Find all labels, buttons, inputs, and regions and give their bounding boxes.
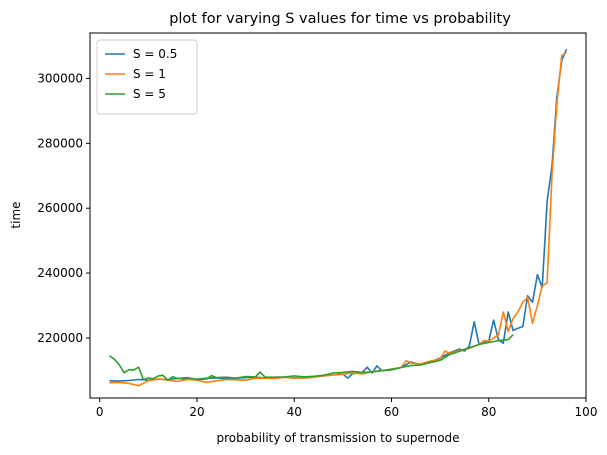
legend-entry-2: S = 1 — [133, 67, 166, 81]
legend-box — [96, 39, 198, 115]
series-line-3 — [109, 334, 514, 382]
x-tick-label: 80 — [481, 405, 496, 419]
x-tick-label: 0 — [96, 405, 104, 419]
y-tick-label: 240000 — [37, 266, 83, 280]
legend: S = 0.5 S = 1 S = 5 — [96, 39, 198, 115]
y-tick-label: 220000 — [37, 331, 83, 345]
y-tick-label: 280000 — [37, 136, 83, 150]
plot-area — [109, 48, 568, 387]
x-tick-label: 60 — [384, 405, 399, 419]
axes-frame — [89, 32, 587, 399]
legend-entry-3: S = 5 — [133, 87, 166, 101]
x-tick-label: 100 — [575, 405, 598, 419]
x-tick-label: 40 — [287, 405, 302, 419]
y-tick-label: 260000 — [37, 201, 83, 215]
legend-entry-1: S = 0.5 — [133, 47, 177, 61]
chart-title: plot for varying S values for time vs pr… — [169, 11, 511, 27]
x-tick-label: 20 — [189, 405, 204, 419]
y-axis: 220000 240000 260000 280000 300000 — [37, 71, 90, 345]
y-tick-label: 300000 — [37, 71, 83, 85]
x-axis-label: probability of transmission to supernode — [216, 431, 459, 445]
y-axis-label: time — [9, 201, 23, 228]
x-axis: 0 20 40 60 80 100 — [96, 398, 598, 419]
